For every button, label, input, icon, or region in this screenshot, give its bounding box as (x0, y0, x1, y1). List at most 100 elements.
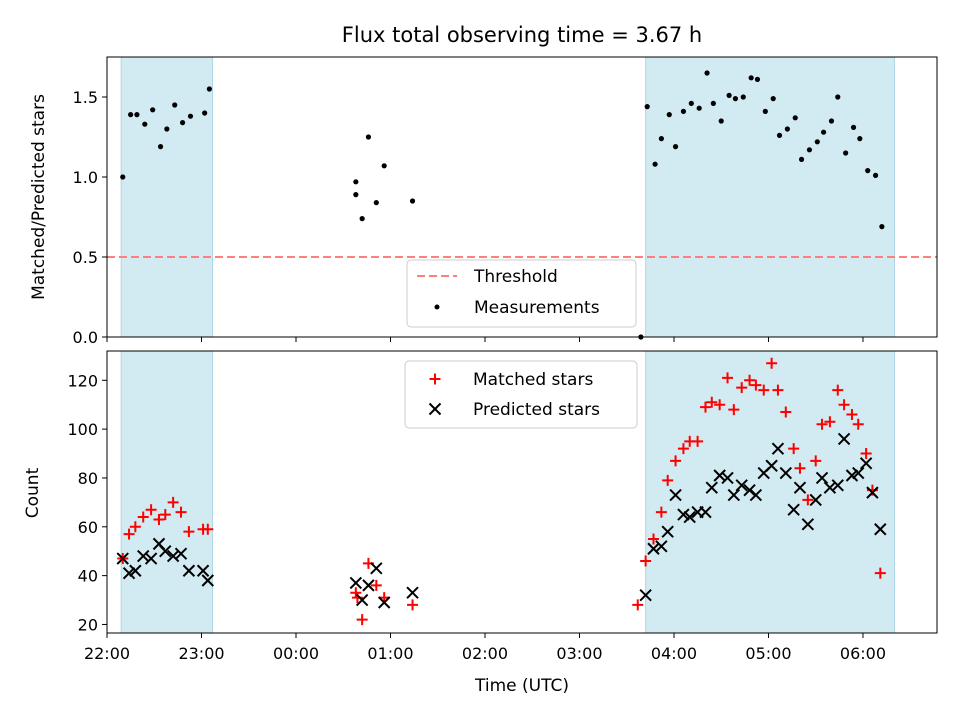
measurement-point (704, 70, 710, 76)
predicted-star-point (801, 518, 815, 531)
x-tick-label: 05:00 (745, 644, 791, 663)
measurement-point (879, 224, 885, 230)
count-points (116, 357, 887, 626)
measurement-point (409, 198, 416, 204)
ratio-plot-frame (106, 56, 938, 338)
measurement-point (164, 126, 170, 132)
matched-star-point (183, 526, 195, 538)
measurement-point (150, 107, 156, 113)
predicted-star-point (362, 579, 375, 592)
matched-star-point (794, 462, 806, 474)
matched-star-point (123, 528, 135, 540)
legend-label-predicted: Predicted stars (473, 400, 600, 420)
matched-star-point (722, 372, 734, 384)
measurement-point (680, 108, 687, 114)
matched-star-point (874, 567, 886, 579)
x-axis-title: Time (UTC) (474, 676, 569, 696)
measurement-point (770, 96, 776, 102)
counts-y-ticks: 20 40 60 80 100 120 (67, 371, 107, 634)
predicted-star-point (713, 469, 726, 482)
measurement-point (784, 126, 790, 132)
measurement-point (658, 136, 664, 142)
matched-star-point (810, 455, 822, 467)
measurement-point (718, 118, 724, 124)
matched-star-point (648, 533, 660, 545)
matched-star-point (852, 418, 864, 430)
measurement-point (843, 150, 849, 156)
matched-star-point (655, 506, 667, 518)
predicted-star-point (793, 481, 807, 494)
matched-star-point (816, 418, 828, 430)
predicted-star-point (727, 488, 741, 502)
observing-interval (120, 56, 214, 338)
matched-star-point (175, 506, 187, 518)
predicted-star-point (765, 459, 778, 472)
predicted-star-point (852, 466, 865, 480)
measurement-point (850, 124, 857, 130)
matched-star-point (677, 443, 689, 455)
y-tick-label: 1.0 (73, 168, 98, 187)
counts-plot-frame (106, 350, 938, 634)
measurement-point (835, 94, 841, 100)
predicted-star-point (655, 540, 668, 553)
observing-interval (645, 56, 895, 338)
predicted-star-point (683, 510, 696, 524)
predicted-star-point (166, 549, 180, 563)
measurement-point (179, 120, 186, 126)
predicted-legend-marker (428, 402, 442, 416)
measurement-point (359, 216, 365, 222)
matched-star-point (838, 399, 850, 411)
ratio-legend: Threshold Measurements (406, 259, 637, 328)
measurement-point (187, 113, 194, 119)
predicted-star-point (735, 479, 748, 492)
y-tick-label: 100 (67, 420, 98, 439)
predicted-star-point (639, 588, 652, 602)
chart-title: Flux total observing time = 3.67 h (342, 23, 702, 47)
x-tick-label: 03:00 (556, 644, 602, 663)
matched-star-point (129, 521, 141, 533)
predicted-star-point (349, 576, 363, 590)
measurement-point (206, 86, 212, 92)
ratio-y-ticks: 0.0 0.5 1.0 1.5 (73, 88, 107, 347)
y-tick-label: 1.5 (73, 88, 98, 107)
measurement-point (762, 108, 768, 114)
counts-x-ticks: 22:00 23:00 00:00 01:00 02:00 03:00 04:00 05:00… (84, 633, 886, 663)
predicted-star-point (837, 432, 851, 446)
x-tick-label: 23:00 (178, 644, 224, 663)
legend-label-threshold: Threshold (473, 267, 558, 287)
measurement-point (806, 147, 813, 153)
predicted-star-point (201, 574, 215, 587)
ratio-legend-box (406, 259, 637, 328)
matched-star-point (736, 382, 748, 394)
predicted-star-point (779, 466, 793, 480)
counts-panel: 20 40 60 80 100 120 22:00 23:00 00:00 01:00 02:00… (23, 350, 938, 696)
matched-star-point (167, 496, 179, 508)
predicted-star-point (721, 471, 734, 485)
predicted-star-point (669, 488, 682, 502)
predicted-star-point (749, 488, 763, 502)
matched-star-point (145, 504, 157, 516)
matched-star-point (750, 379, 762, 391)
predicted-star-point (137, 549, 150, 563)
measurement-point (652, 161, 658, 167)
predicted-star-point (144, 552, 158, 565)
predicted-star-point (647, 542, 660, 555)
matched-star-point (640, 555, 652, 567)
matched-star-point (370, 579, 382, 591)
ratio-y-axis-title: Matched/Predicted stars (29, 94, 49, 300)
matched-star-point (159, 509, 171, 521)
measurement-point (134, 112, 140, 118)
predicted-star-point (129, 564, 142, 577)
predicted-star-point (866, 486, 879, 499)
matched-star-point (662, 474, 674, 486)
measurement-point (672, 144, 679, 150)
predicted-star-point (159, 545, 172, 558)
matched-star-point (153, 513, 165, 525)
observing-interval (645, 350, 895, 634)
matched-star-point (632, 599, 644, 611)
predicted-star-point (831, 479, 844, 492)
measurement-point (710, 100, 716, 106)
ratio-x-ticks (106, 337, 864, 342)
measurement-point (754, 76, 761, 82)
matched-star-point (780, 406, 792, 418)
